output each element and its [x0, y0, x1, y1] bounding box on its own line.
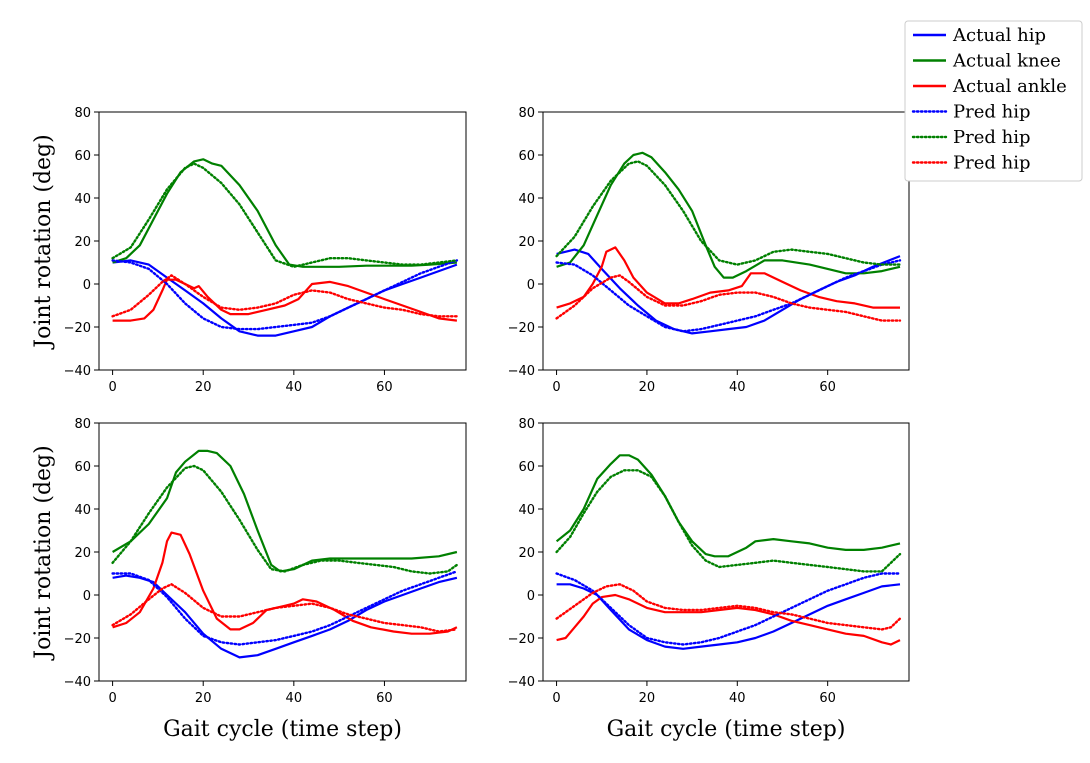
- x-axis-label: Gait cycle (time step): [607, 717, 846, 742]
- x-tick-label: 60: [819, 380, 836, 395]
- x-tick-label: 0: [108, 380, 116, 395]
- y-tick-label: −20: [64, 632, 91, 647]
- y-tick-label: 20: [518, 235, 535, 250]
- x-tick-label: 0: [108, 691, 116, 706]
- series-line-1: [556, 583, 901, 650]
- series-line-4: [111, 570, 459, 646]
- series-line-5: [111, 464, 459, 575]
- legend-label: Pred hip: [953, 153, 1030, 174]
- legend-entry: Pred hip: [911, 153, 1030, 174]
- y-tick-label: 80: [74, 106, 91, 121]
- series-line-6: [555, 274, 902, 322]
- y-axis-label: Joint rotation (deg): [31, 134, 56, 349]
- subplot-4: 0 20 40 60 −40 −20 0 20 40 60 80 Gait cycle (time s…: [508, 417, 910, 742]
- series-line-5: [111, 162, 459, 268]
- x-tick-label: 40: [729, 380, 746, 395]
- series-line-2: [112, 158, 457, 268]
- series-line-6: [111, 274, 459, 318]
- axes-frame: [542, 422, 910, 682]
- legend-entry: Actual knee: [913, 51, 1061, 72]
- y-tick-label: −20: [508, 632, 535, 647]
- x-axis-label: Gait cycle (time step): [163, 717, 402, 742]
- x-tick-label: 20: [639, 380, 656, 395]
- series-line-3: [112, 531, 458, 635]
- subplot-2: 0 20 40 60 −40 −20 0 20 40 60 80: [508, 106, 910, 395]
- series-line-2: [112, 449, 458, 573]
- x-tick-label: 40: [286, 380, 303, 395]
- subplot-1: 0 20 40 60 −40 −20 0 20 40 60 80 Joint rotation (de…: [31, 106, 467, 395]
- series-line-2: [555, 454, 901, 558]
- y-tick-label: −20: [64, 321, 91, 336]
- y-tick-label: −40: [64, 675, 91, 690]
- legend-frame: [904, 20, 1083, 182]
- y-tick-label: −40: [508, 364, 535, 379]
- y-tick-label: −20: [508, 321, 535, 336]
- x-tick-label: 40: [286, 691, 303, 706]
- series-line-1: [112, 574, 458, 659]
- x-tick-label: 0: [552, 380, 560, 395]
- series-line-3: [556, 246, 900, 309]
- legend-label: Actual knee: [952, 51, 1061, 72]
- series-line-3: [112, 278, 458, 322]
- series-line-6: [555, 583, 902, 631]
- y-tick-label: 0: [527, 589, 535, 604]
- y-tick-label: 0: [83, 278, 91, 293]
- series-line-6: [111, 583, 459, 633]
- y-tick-label: 40: [518, 503, 535, 518]
- subplot-3: 0 20 40 60 −40 −20 0 20 40 60 80 Joint rotation (de…: [31, 417, 467, 742]
- y-tick-label: 80: [518, 106, 535, 121]
- y-tick-label: 0: [527, 278, 535, 293]
- legend-entry: Actual hip: [913, 25, 1046, 46]
- legend-label: Actual hip: [952, 25, 1046, 46]
- y-tick-label: 60: [74, 149, 91, 164]
- y-tick-label: 60: [518, 460, 535, 475]
- axes-frame: [98, 422, 467, 682]
- y-tick-label: 40: [518, 192, 535, 207]
- x-tick-label: 60: [376, 691, 393, 706]
- y-tick-label: −40: [64, 364, 91, 379]
- axes-frame: [542, 111, 910, 371]
- series-line-4: [555, 259, 902, 333]
- subplots: 0 20 40 60 −40 −20 0 20 40 60 80 Joint rotation (de…: [31, 106, 910, 742]
- x-tick-label: 40: [729, 691, 746, 706]
- y-tick-label: 80: [74, 417, 91, 432]
- series-line-5: [555, 160, 902, 266]
- x-tick-label: 20: [195, 380, 212, 395]
- y-tick-label: 20: [74, 235, 91, 250]
- series-line-4: [555, 572, 902, 646]
- x-tick-label: 20: [195, 691, 212, 706]
- y-tick-label: 60: [74, 460, 91, 475]
- legend-entry: Actual ankle: [913, 76, 1067, 97]
- x-tick-label: 60: [376, 380, 393, 395]
- x-tick-label: 60: [819, 691, 836, 706]
- legend-label: Actual ankle: [952, 76, 1067, 97]
- y-tick-label: −40: [508, 675, 535, 690]
- x-tick-label: 0: [552, 691, 560, 706]
- y-axis-label: Joint rotation (deg): [31, 445, 56, 660]
- y-tick-label: 20: [74, 546, 91, 561]
- legend-label: Pred hip: [953, 102, 1030, 123]
- y-tick-label: 40: [74, 192, 91, 207]
- legend-label: Pred hip: [953, 127, 1030, 148]
- y-tick-label: 40: [74, 503, 91, 518]
- axes-frame: [98, 111, 467, 371]
- x-tick-label: 20: [639, 691, 656, 706]
- legend-entry: Pred hip: [911, 127, 1030, 148]
- y-tick-label: 80: [518, 417, 535, 432]
- series-line-4: [111, 259, 459, 331]
- y-tick-label: 20: [518, 546, 535, 561]
- legend: Actual hip Actual knee Actual ankle Pred hi…: [904, 20, 1083, 182]
- legend-entry: Pred hip: [911, 102, 1030, 123]
- y-tick-label: 60: [518, 149, 535, 164]
- series-line-5: [555, 469, 902, 573]
- series-line-3: [556, 593, 901, 646]
- y-tick-label: 0: [83, 589, 91, 604]
